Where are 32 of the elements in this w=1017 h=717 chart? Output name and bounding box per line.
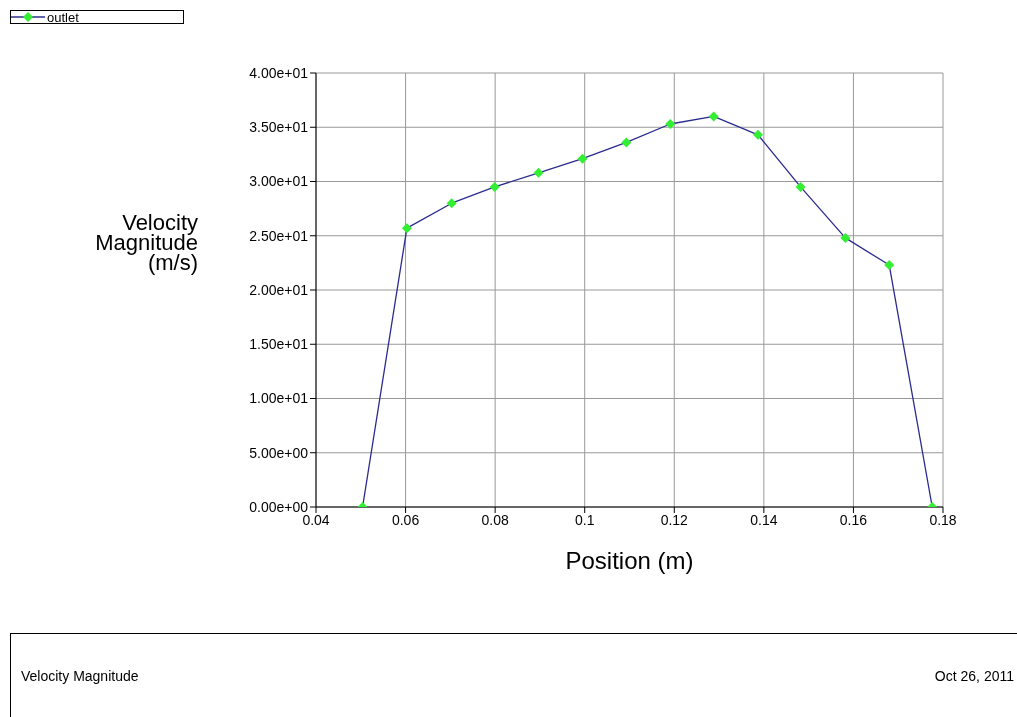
x-tick-label: 0.08	[481, 511, 509, 528]
point	[840, 232, 851, 243]
y-axis-title: Velocity Magnitude (m/s)	[94, 210, 198, 275]
x-tick-label: 0.18	[929, 511, 957, 528]
x-tick-label: 0.14	[750, 511, 778, 528]
point	[489, 181, 500, 192]
x-tick-label: 0.16	[839, 511, 868, 528]
x-axis-title: Position (m)	[565, 547, 694, 574]
point	[401, 223, 412, 234]
y-tick-label: 3.50e+01	[249, 119, 309, 136]
x-tick-label: 0.12	[660, 511, 689, 528]
y-tick-label: 2.50e+01	[249, 227, 309, 244]
point	[665, 119, 676, 129]
point	[533, 167, 544, 178]
y-tick-label: 3.00e+01	[249, 173, 309, 190]
y-tick-label: 1.50e+01	[249, 336, 309, 353]
point	[795, 181, 806, 192]
point	[708, 111, 719, 122]
point	[446, 198, 457, 209]
legend-label: outlet	[47, 9, 79, 25]
y-tick-label: 2.00e+01	[249, 281, 309, 298]
x-tick-label: 0.1	[574, 511, 595, 528]
point	[753, 129, 764, 140]
point	[884, 260, 895, 271]
point	[577, 153, 588, 164]
text: Oct 26, 2011	[934, 668, 1014, 684]
text: Velocity Magnitude	[21, 668, 139, 684]
y-tick-label: 4.00e+01	[249, 64, 309, 81]
y-tick-label: 1.00e+01	[249, 390, 309, 407]
point	[621, 137, 632, 148]
y-tick-label: 5.00e+00	[249, 444, 309, 461]
x-tick-label: 0.06	[391, 511, 420, 528]
